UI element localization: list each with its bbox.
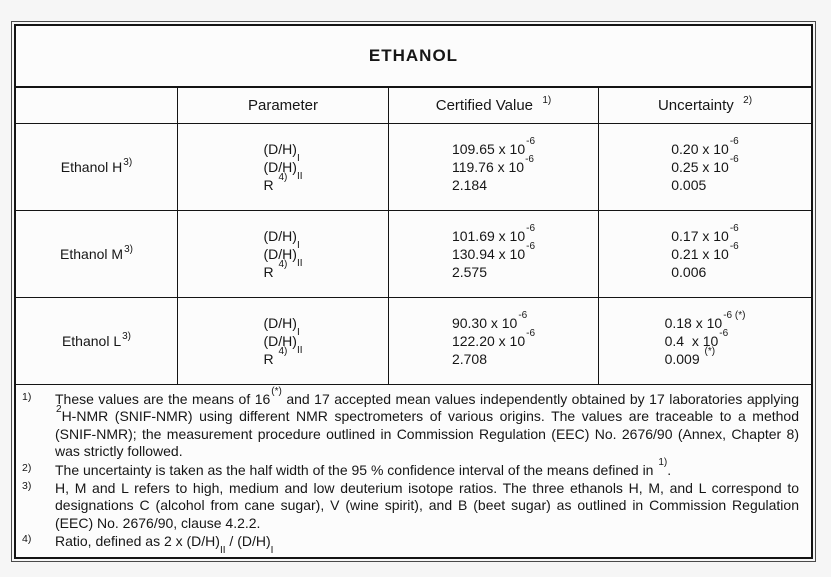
- certified-value-line: 119.76 x 10-6: [451, 153, 534, 175]
- uncertainty-line: 0.17 x 10-6: [671, 222, 739, 244]
- footnote-marker: 2): [22, 461, 32, 474]
- uncertainty-line: 0.18 x 10-6 (*): [664, 309, 746, 331]
- table-row-ethanol-l: Ethanol L 3) (D/H)I (D/H)II R 4) 90.30 x…: [16, 298, 811, 385]
- parameter-cell: (D/H)I (D/H)II R 4): [177, 298, 388, 384]
- parameter-line: (D/H)I: [263, 141, 300, 164]
- column-header-sample: [16, 88, 177, 123]
- certified-value-cell: 109.65 x 10-6 119.76 x 10-6 2.184: [388, 124, 598, 210]
- footnote-marker: 1): [22, 391, 32, 403]
- uncertainty-line: 0.25 x 10-6: [671, 153, 739, 175]
- certificate-table: ETHANOL Parameter Certified Value 1) Unc…: [11, 21, 816, 562]
- table-row-ethanol-m: Ethanol M 3) (D/H)I (D/H)II R 4) 101.69 …: [16, 211, 811, 298]
- column-header-uncertainty: Uncertainty 2): [598, 88, 811, 123]
- uncertainty-line: 0.20 x 10-6: [671, 135, 739, 157]
- parameter-cell: (D/H)I (D/H)II R 4): [177, 211, 388, 297]
- table-title: ETHANOL: [16, 26, 811, 88]
- uncertainty-cell: 0.18 x 10-6 (*) 0.4 x 10-6 0.009 (*): [598, 298, 811, 384]
- certified-value-line: 2.184: [451, 177, 487, 193]
- footnote-4: 4) Ratio, defined as 2 x (D/H)II / (D/H)…: [22, 533, 801, 557]
- footnotes-section: 1) These values are the means of 16(*) a…: [16, 385, 811, 557]
- certified-value-line: 130.94 x 10-6: [451, 240, 536, 262]
- certified-value-line: 109.65 x 10-6: [451, 135, 536, 157]
- uncertainty-cell: 0.20 x 10-6 0.25 x 10-6 0.005: [598, 124, 811, 210]
- row-label: Ethanol H 3): [60, 156, 133, 175]
- footnote-text: The uncertainty is taken as the half wid…: [55, 456, 672, 478]
- table-row-ethanol-h: Ethanol H 3) (D/H)I (D/H)II R 4) 109.65 …: [16, 124, 811, 211]
- uncertainty-line: 0.4 x 10-6: [664, 327, 729, 349]
- parameter-line: R 4): [263, 345, 288, 367]
- certified-value-cell: 101.69 x 10-6 130.94 x 10-6 2.575: [388, 211, 598, 297]
- row-label: Ethanol L 3): [61, 330, 132, 349]
- footnote-text: Ratio, defined as 2 x (D/H)II / (D/H)I: [55, 533, 274, 557]
- footnote-2: 2) The uncertainty is taken as the half …: [22, 456, 801, 479]
- footnote-1: 1) These values are the means of 16(*) a…: [22, 386, 801, 461]
- certified-value-line: 2.708: [451, 351, 487, 367]
- parameter-line: R 4): [263, 258, 288, 280]
- certified-value-line: 2.575: [451, 264, 487, 280]
- footnote-3: 3) H, M and L refers to high, medium and…: [22, 480, 801, 532]
- certified-value-cell: 90.30 x 10-6 122.20 x 10-6 2.708: [388, 298, 598, 384]
- uncertainty-line: 0.006: [671, 264, 707, 280]
- uncertainty-cell: 0.17 x 10-6 0.21 x 10-6 0.006: [598, 211, 811, 297]
- uncertainty-line: 0.009 (*): [664, 345, 716, 367]
- parameter-line: (D/H)I: [263, 315, 300, 338]
- parameter-cell: (D/H)I (D/H)II R 4): [177, 124, 388, 210]
- certified-value-line: 90.30 x 10-6: [451, 309, 528, 331]
- uncertainty-line: 0.005: [671, 177, 707, 193]
- parameter-line: R 4): [263, 171, 288, 193]
- table-header-row: Parameter Certified Value 1) Uncertainty…: [16, 88, 811, 124]
- uncertainty-line: 0.21 x 10-6: [671, 240, 739, 262]
- footnote-marker: 3): [22, 480, 32, 493]
- column-header-parameter: Parameter: [177, 88, 388, 123]
- footnote-text: These values are the means of 16(*) and …: [55, 386, 800, 460]
- certificate-table-inner: ETHANOL Parameter Certified Value 1) Unc…: [14, 24, 813, 559]
- parameter-line: (D/H)II: [263, 246, 303, 269]
- column-header-certified-value: Certified Value 1): [388, 88, 598, 123]
- footnote-marker: 4): [22, 533, 32, 546]
- parameter-line: (D/H)II: [263, 333, 303, 356]
- certified-value-line: 122.20 x 10-6: [451, 327, 536, 349]
- row-label: Ethanol M 3): [60, 243, 133, 262]
- parameter-line: (D/H)II: [263, 159, 303, 182]
- footnote-text: H, M and L refers to high, medium and lo…: [55, 480, 799, 531]
- parameter-line: (D/H)I: [263, 228, 300, 251]
- certified-value-line: 101.69 x 10-6: [451, 222, 536, 244]
